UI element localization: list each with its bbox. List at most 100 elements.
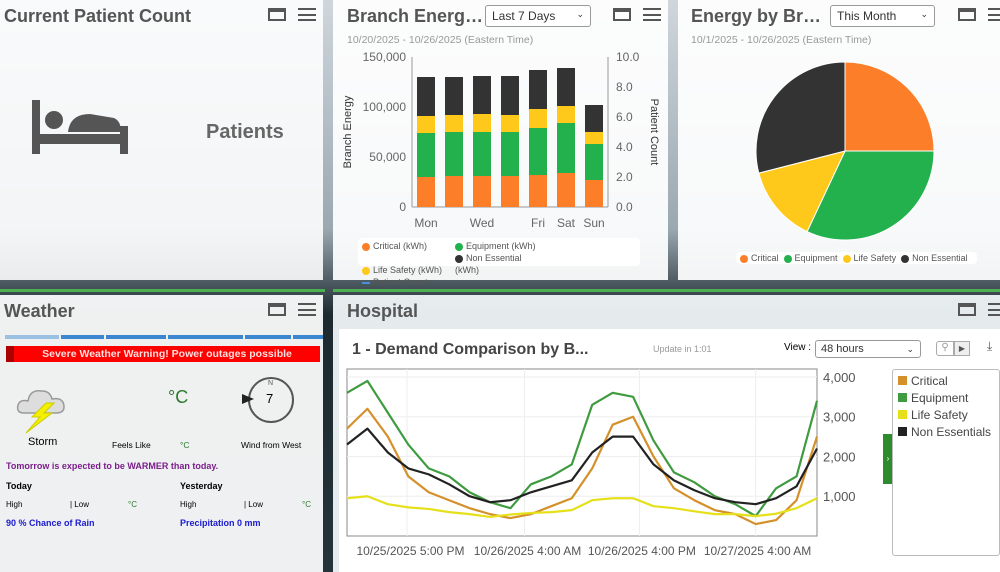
yesterday-unit: °C — [302, 500, 311, 509]
yesterday-label: Yesterday — [180, 481, 223, 491]
legend-item[interactable]: Critical (kWh) — [362, 240, 455, 252]
energy-pie-chart — [755, 61, 935, 241]
menu-icon[interactable] — [988, 303, 1000, 316]
series-line — [346, 495, 818, 519]
bar-segment — [473, 114, 491, 132]
chevron-down-icon: ⌄ — [906, 344, 914, 354]
legend-item[interactable]: Equipment — [898, 390, 994, 407]
bar-segment — [557, 68, 575, 106]
chevron-down-icon: ⌄ — [576, 9, 584, 19]
legend-label: Equipment (kWh) — [466, 241, 536, 251]
panel-title: Branch Energ… — [347, 6, 484, 26]
demand-line-chart: 1,000 2,000 3,000 4,000 10/25/2025 5:00 PM 10… — [346, 368, 856, 558]
legend-label: Critical (kWh) — [373, 241, 427, 251]
demand-widget: 1 - Demand Comparison by B... Update in … — [339, 329, 1000, 572]
panel-title: Energy by Br… — [691, 6, 822, 26]
x-tick-label: 10/27/2025 4:00 AM — [704, 544, 811, 558]
date-range: 10/20/2025 - 10/26/2025 (Eastern Time) — [347, 34, 534, 46]
precipitation: Precipitation 0 mm — [180, 518, 261, 528]
legend-item[interactable]: Life Safety (kWh) — [362, 264, 455, 276]
menu-icon[interactable] — [988, 8, 1000, 21]
legend-marker — [455, 254, 463, 263]
bar-segment — [529, 109, 547, 128]
maximize-icon[interactable] — [268, 303, 286, 316]
wind-compass-icon: N 7 — [242, 377, 294, 423]
wind-speed: 7 — [266, 391, 274, 406]
legend-item[interactable]: Equipment — [783, 253, 838, 263]
legend-item[interactable]: Life Safety — [842, 253, 897, 263]
legend-item[interactable]: Critical — [898, 373, 994, 390]
menu-icon[interactable] — [298, 8, 316, 21]
bar-segment — [529, 70, 547, 109]
range-select[interactable]: Last 7 Days ⌄ — [485, 5, 591, 27]
y-tick-label: 150,000 — [363, 50, 407, 64]
legend-label: Critical — [751, 253, 779, 263]
maximize-icon[interactable] — [268, 8, 286, 21]
feels-like-label: Feels Like — [112, 440, 151, 450]
line-legend: Critical Equipment Life Safety Non Essentia… — [892, 369, 1000, 556]
hospital-panel: Hospital 1 - Demand Comparison by B... U… — [333, 295, 1000, 572]
weather-panel: Weather Severe Weather Warning! Power ou… — [0, 295, 324, 572]
maximize-icon[interactable] — [613, 8, 631, 21]
x-tick-label: Wed — [470, 216, 494, 230]
legend-toggle-button[interactable]: › — [883, 434, 893, 484]
bar-segment — [417, 77, 435, 116]
y-axis-title: Branch Energy — [342, 95, 354, 168]
legend-marker — [783, 254, 792, 263]
range-select[interactable]: This Month ⌄ — [830, 5, 935, 27]
legend-item[interactable]: Non Essentials — [898, 424, 994, 441]
bar-segment — [557, 123, 575, 173]
legend-marker — [842, 254, 851, 263]
legend-label: Non Essential (kWh) — [455, 253, 522, 275]
x-tick-label: 10/25/2025 5:00 PM — [356, 544, 464, 558]
maximize-icon[interactable] — [958, 303, 976, 316]
legend-label: Life Safety — [853, 253, 897, 263]
pie-legend: Critical Equipment Life Safety Non Essentia… — [736, 252, 977, 264]
pie-slice — [755, 61, 846, 174]
wind-label: Wind from West — [241, 440, 302, 450]
menu-icon[interactable] — [643, 8, 661, 21]
legend-item[interactable]: Patient Count — [362, 276, 455, 288]
legend-item[interactable]: Equipment (kWh) — [455, 240, 548, 252]
legend-item[interactable]: Life Safety — [898, 407, 994, 424]
y2-tick-label: 0.0 — [616, 200, 633, 214]
pie-slice — [806, 150, 935, 241]
download-icon[interactable]: ⤓ — [987, 339, 993, 353]
bar-segment — [585, 180, 603, 207]
menu-icon[interactable] — [298, 303, 316, 316]
update-countdown: Update in 1:01 — [653, 344, 712, 354]
bar-segment — [473, 132, 491, 176]
pie-slice — [758, 150, 846, 233]
legend-marker — [898, 376, 907, 385]
bar-segment — [445, 77, 463, 115]
x-tick-label: 10/26/2025 4:00 PM — [588, 544, 696, 558]
condition-label: Storm — [28, 436, 58, 448]
legend-item[interactable]: Non Essential — [901, 253, 968, 263]
legend-marker — [362, 281, 370, 284]
chart-title: 1 - Demand Comparison by B... — [352, 341, 589, 358]
legend-marker — [898, 427, 907, 436]
legend-item[interactable]: Non Essential (kWh) — [455, 252, 547, 276]
feels-like-value: °C — [180, 440, 190, 450]
bar-segment — [501, 176, 519, 207]
legend-marker — [898, 410, 907, 419]
y2-tick-label: 2.0 — [616, 170, 633, 184]
severe-weather-warning: Severe Weather Warning! Power outages po… — [6, 346, 320, 362]
panel-title: Hospital — [347, 301, 419, 321]
x-tick-label: Sun — [583, 216, 604, 230]
legend-marker — [362, 242, 370, 251]
bar-segment — [585, 105, 603, 132]
maximize-icon[interactable] — [958, 8, 976, 21]
energy-pie-panel: Energy by Br… This Month ⌄ 10/1/2025 - 10… — [678, 0, 1000, 280]
zoom-icon[interactable]: ⚲ — [936, 341, 954, 356]
legend-label: Patient Count — [373, 277, 428, 287]
y-tick-label: 2,000 — [823, 449, 856, 464]
bar-segment — [501, 76, 519, 115]
y2-tick-label: 8.0 — [616, 80, 633, 94]
play-icon[interactable]: ▶ — [954, 341, 970, 356]
view-select[interactable]: 48 hours ⌄ — [815, 340, 921, 358]
view-value: 48 hours — [821, 343, 864, 355]
legend-item[interactable]: Critical — [740, 253, 779, 263]
wind-arrow-icon — [242, 394, 254, 404]
x-tick-label: Sat — [557, 216, 576, 230]
